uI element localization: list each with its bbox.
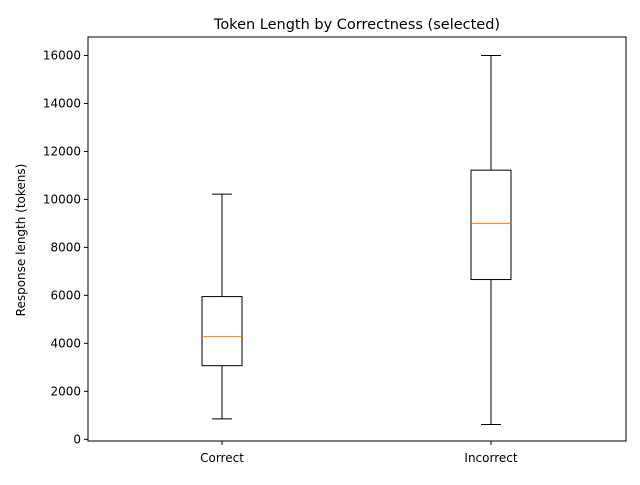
box-correct <box>201 296 243 367</box>
y-tick-label: 6000 <box>50 288 81 302</box>
y-tick-label: 16000 <box>43 48 81 62</box>
box-incorrect <box>470 169 512 281</box>
x-tick-label-correct: Correct <box>200 451 244 465</box>
y-axis-label: Response length (tokens) <box>14 164 28 317</box>
chart-title: Token Length by Correctness (selected) <box>213 17 500 33</box>
y-tick-label: 0 <box>73 432 81 446</box>
y-tick-label: 12000 <box>43 144 81 158</box>
x-tick-label-incorrect: Incorrect <box>464 451 517 465</box>
plot-area: 0 2000 4000 6000 8000 10000 12000 14000 16000 Cor… <box>43 36 627 465</box>
y-tick-label: 14000 <box>43 96 81 110</box>
y-tick-label: 4000 <box>50 336 81 350</box>
y-tick-label: 10000 <box>43 192 81 206</box>
axes-frame <box>87 36 627 442</box>
y-tick-label: 2000 <box>50 384 81 398</box>
y-tick-label: 8000 <box>50 240 81 254</box>
